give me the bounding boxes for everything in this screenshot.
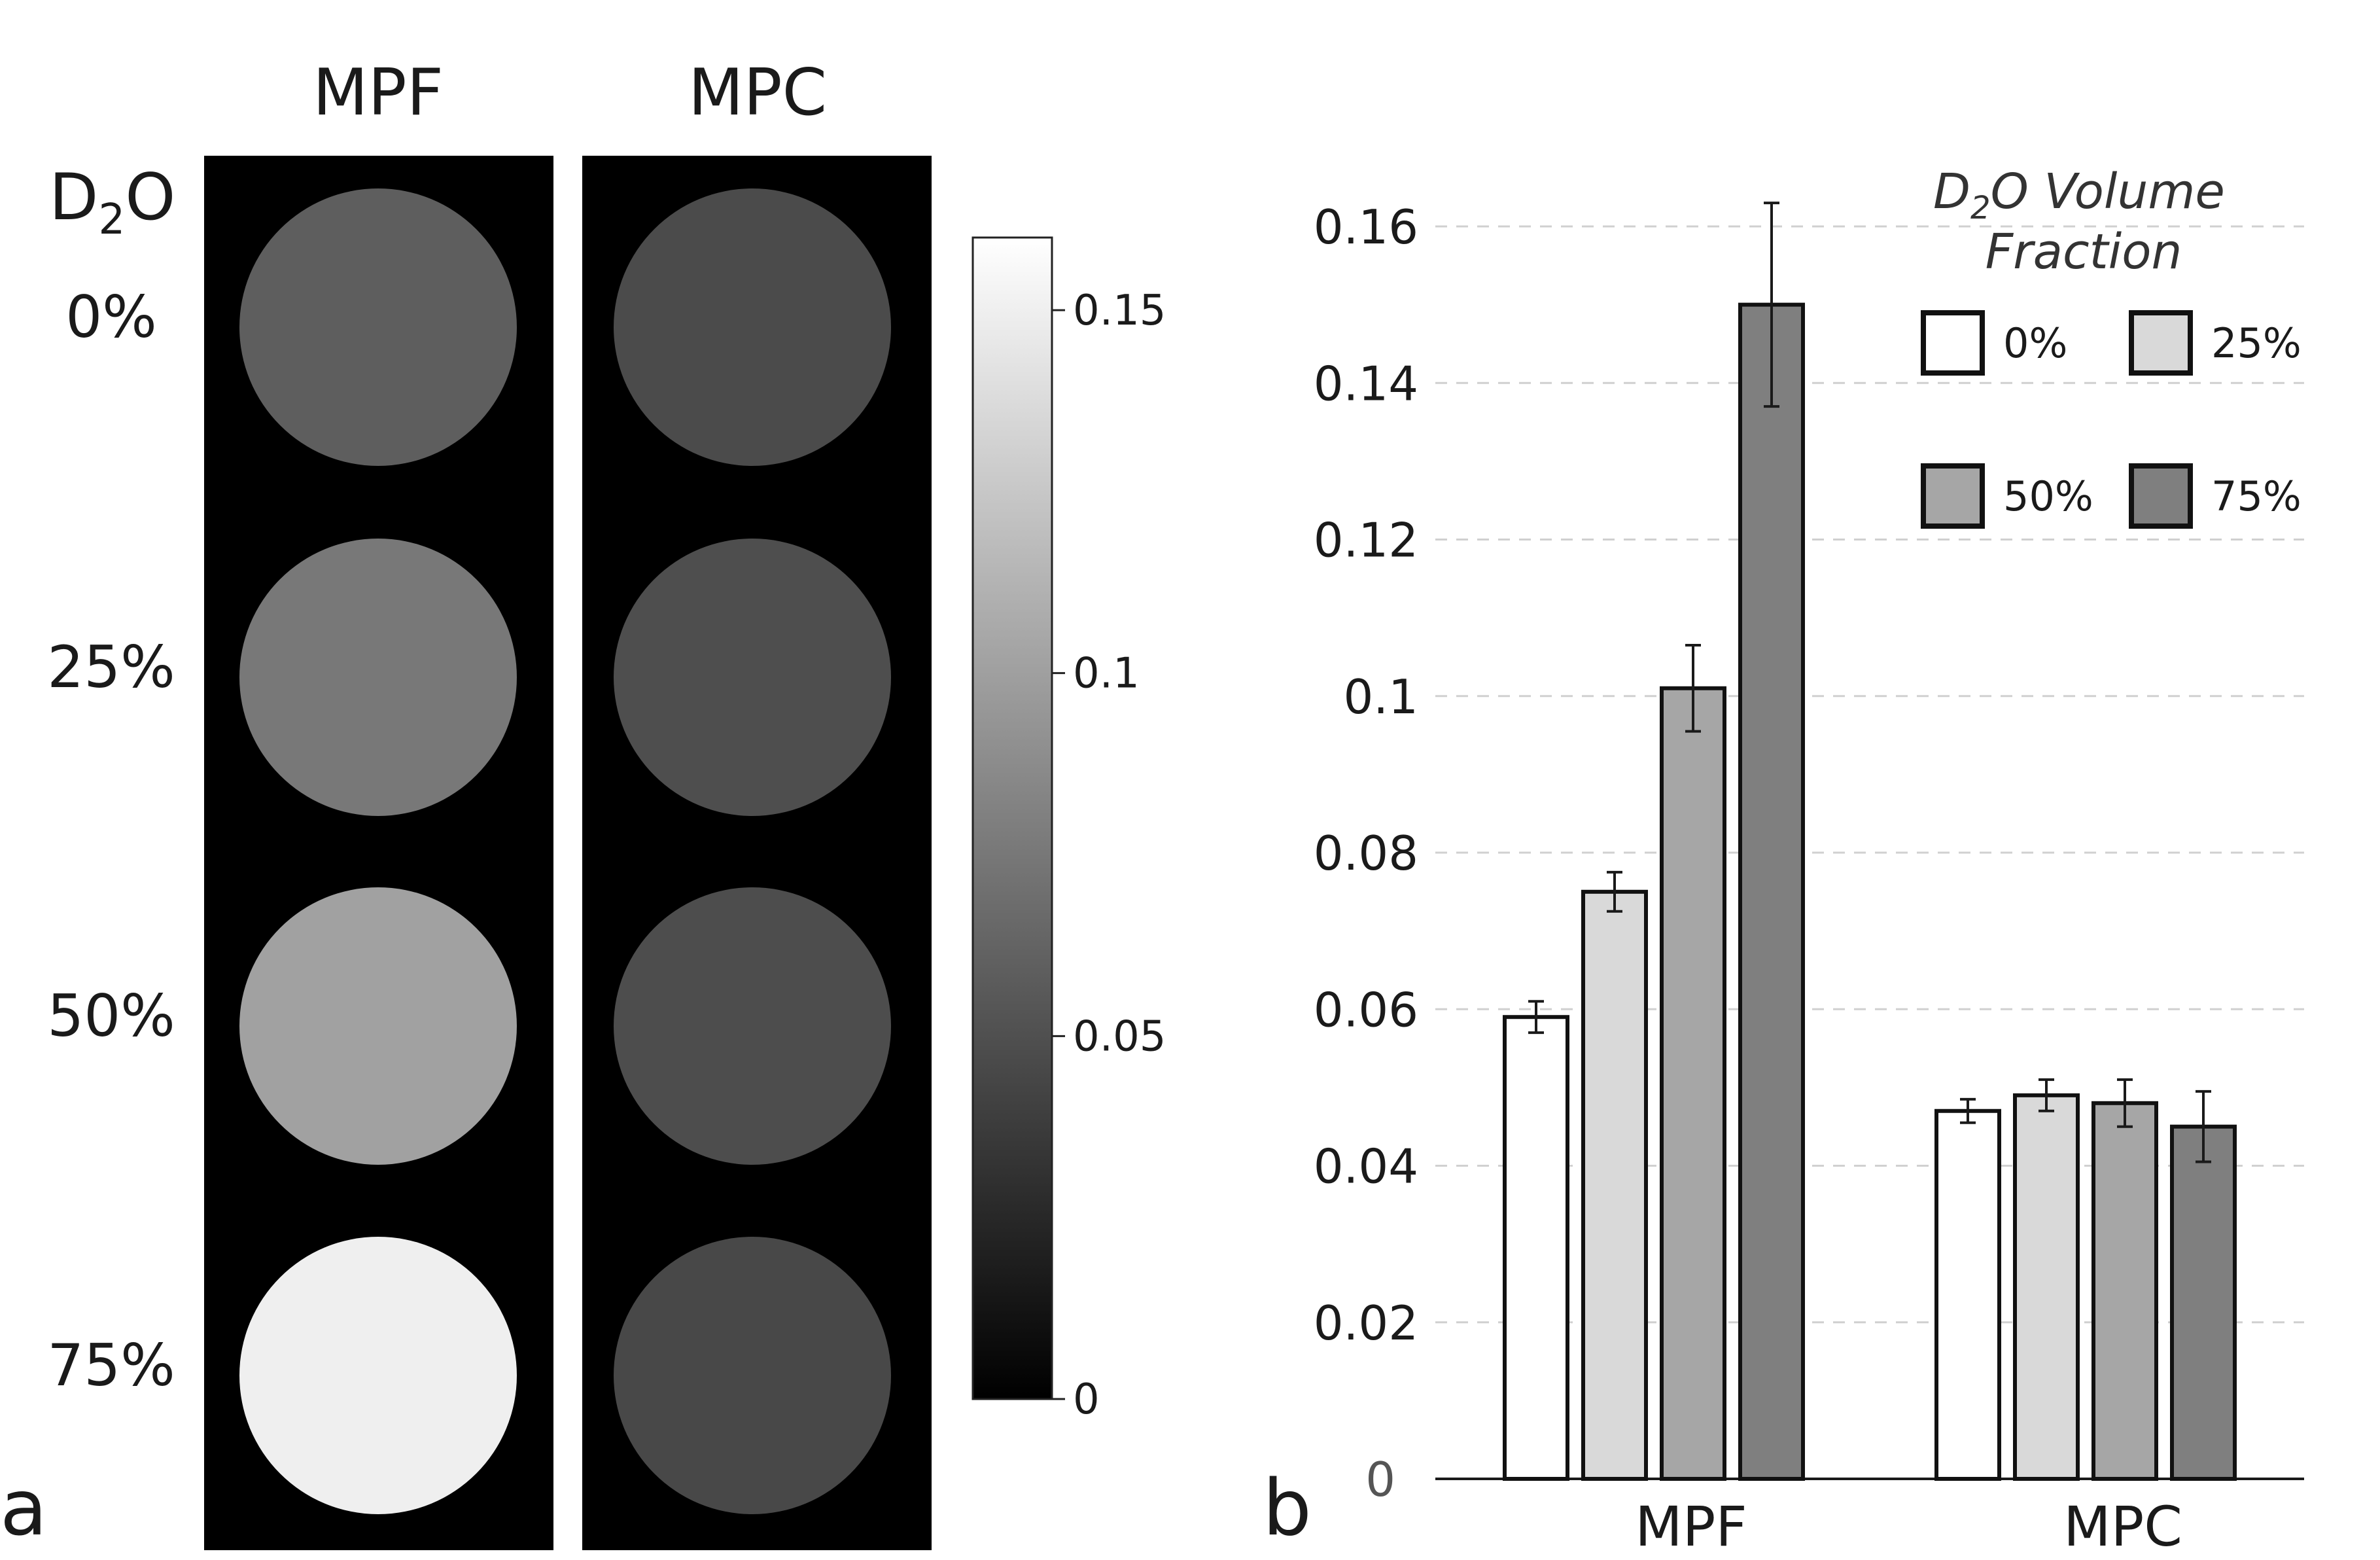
bar-mpc-25pct — [2013, 1093, 2080, 1481]
y-axis-ticks: 0 0.02 0.04 0.06 0.08 0.1 0.12 0.14 0.16 — [1314, 200, 1418, 1507]
y-tick-label-0: 0 — [1365, 1452, 1395, 1507]
phantom-mpf-25pct — [239, 539, 517, 816]
phantom-mpc-25pct — [614, 539, 891, 816]
legend-swatch-0pct — [1921, 310, 1985, 376]
legend-title-rest: O Volume — [1991, 164, 2225, 220]
legend-swatch-25pct — [2129, 310, 2193, 376]
phantom-mpf-50pct — [239, 887, 517, 1165]
panel-a-label: a — [0, 1462, 47, 1553]
legend-title-line1: D2O Volume — [1933, 164, 2225, 226]
y-tick-label-6: 0.12 — [1314, 513, 1418, 568]
row-header-subscript: 2 — [98, 196, 125, 244]
bar-mpf-75pct — [1738, 302, 1805, 1481]
legend-title-line2: Fraction — [1986, 224, 2182, 280]
legend-items: 0% 25% 50% 75% — [1921, 310, 2301, 529]
colorbar-tick-label-0: 0 — [1073, 1375, 1100, 1424]
colorbar-tick-label-2: 0.1 — [1073, 650, 1140, 698]
x-axis-category-labels: MPF MPC — [1635, 1495, 2182, 1559]
phantom-mpc-75pct — [614, 1237, 891, 1514]
legend-title-d: D — [1933, 164, 1970, 220]
panel-a: a MPF MPC D2O 0% 25% 50% 75% 0 0.05 0.1 0.15 — [0, 56, 1166, 1553]
colorbar — [971, 236, 1053, 1400]
legend-title-subscript: 2 — [1970, 190, 1991, 226]
phantoms — [239, 188, 891, 1514]
error-bar-mpc-75pct — [2196, 1090, 2211, 1163]
panel-b-label: b — [1263, 1462, 1312, 1553]
x-category-label-mpc: MPC — [2063, 1495, 2182, 1559]
error-bar-mpc-25pct — [2039, 1078, 2054, 1112]
y-tick-label-5: 0.1 — [1343, 669, 1418, 724]
legend-label-50pct: 50% — [2003, 472, 2093, 520]
y-tick-label-7: 0.14 — [1314, 356, 1418, 411]
bar-mpf-25pct — [1581, 889, 1648, 1481]
row-labels: 0% 25% 50% 75% — [47, 283, 175, 1399]
colorbar-ticks: 0 0.05 0.1 0.15 — [1052, 287, 1166, 1424]
legend-label-0pct: 0% — [2003, 319, 2067, 367]
error-bar-mpf-25pct — [1607, 870, 1622, 913]
bar-mpf-50pct — [1660, 686, 1726, 1481]
error-bar-mpc-50pct — [2117, 1078, 2133, 1128]
phantom-mpc-50pct — [614, 887, 891, 1165]
row-label-1: 25% — [47, 633, 175, 701]
column-header-mpf: MPF — [313, 56, 444, 130]
row-label-2: 50% — [47, 982, 175, 1050]
bar-mpc-50pct — [2091, 1101, 2158, 1481]
panel-b: b 00.020.040.060.080.10.120.140.16 MPF MP… — [1263, 164, 2304, 1559]
row-header-d: D — [49, 160, 98, 235]
colorbar-tick-label-3: 0.15 — [1073, 287, 1166, 335]
legend: D2O Volume Fraction 0% 25% 50% 75% — [1921, 164, 2301, 529]
y-tick-label-8: 0.16 — [1314, 200, 1418, 255]
bars — [1503, 202, 2237, 1481]
error-bar-mpf-0pct — [1528, 1000, 1544, 1035]
legend-label-25pct: 25% — [2211, 319, 2301, 367]
y-tick-label-1: 0.02 — [1314, 1296, 1418, 1351]
error-bar-mpf-50pct — [1685, 643, 1701, 733]
bar-mpc-75pct — [2170, 1124, 2237, 1481]
colorbar-tick-label-1: 0.05 — [1073, 1012, 1166, 1061]
x-category-label-mpf: MPF — [1635, 1495, 1747, 1559]
legend-swatch-75pct — [2129, 463, 2193, 529]
phantom-mpc-0pct — [614, 188, 891, 466]
row-label-3: 75% — [47, 1332, 175, 1399]
legend-label-75pct: 75% — [2211, 472, 2301, 520]
phantom-mpf-0pct — [239, 188, 517, 466]
y-tick-label-4: 0.08 — [1314, 826, 1418, 881]
row-label-0: 0% — [65, 283, 157, 351]
bar-mpc-0pct — [1934, 1108, 2001, 1481]
error-bar-mpf-75pct — [1764, 202, 1779, 408]
legend-swatch-50pct — [1921, 463, 1985, 529]
error-bar-mpc-0pct — [1960, 1097, 1976, 1124]
y-tick-label-2: 0.04 — [1314, 1139, 1418, 1194]
y-tick-label-3: 0.06 — [1314, 982, 1418, 1037]
bar-mpf-0pct — [1503, 1015, 1569, 1481]
phantom-mpf-75pct — [239, 1237, 517, 1514]
row-header-d2o: D2O — [49, 160, 175, 244]
row-header-o: O — [125, 160, 175, 235]
column-header-mpc: MPC — [688, 56, 827, 130]
